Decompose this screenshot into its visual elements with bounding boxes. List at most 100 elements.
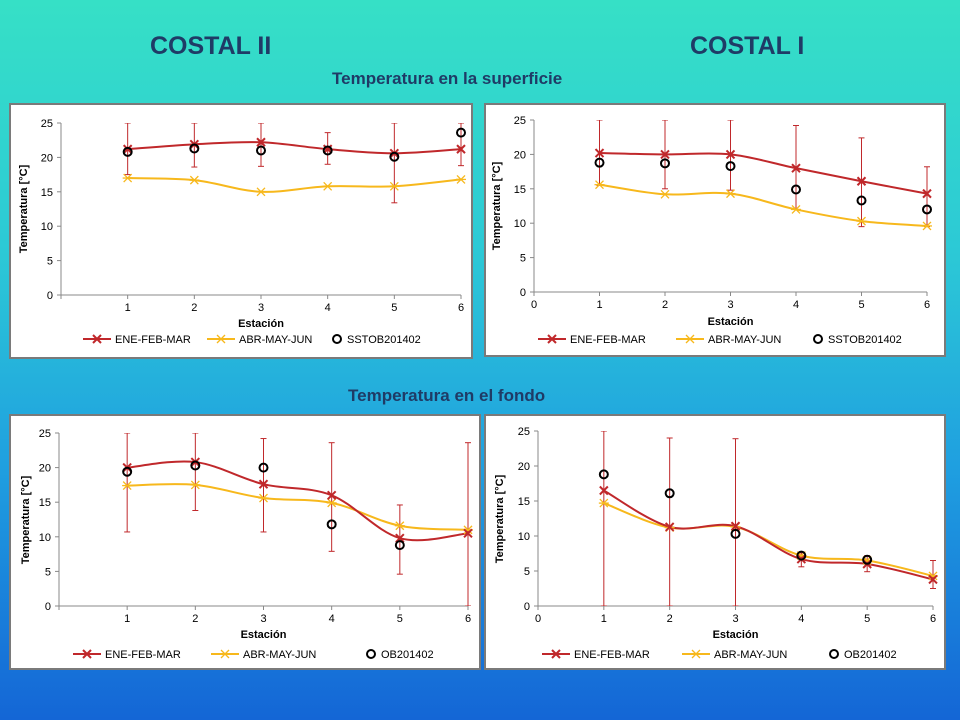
x-tick-label: 2 xyxy=(667,613,673,625)
data-point-observation xyxy=(922,204,932,215)
data-point-ene-feb-mar xyxy=(730,521,741,531)
data-point-abr-may-jun xyxy=(660,189,670,199)
x-tick-label: 4 xyxy=(798,613,804,625)
data-point-abr-may-jun xyxy=(856,216,867,226)
legend-label: ABR-MAY-JUN xyxy=(714,649,787,661)
series-line-ene-feb-mar xyxy=(603,489,934,581)
legend-item-ene-feb-mar: ENE-FEB-MAR xyxy=(538,334,646,346)
error-bar xyxy=(600,431,607,606)
data-point-ene-feb-mar xyxy=(928,574,938,585)
y-tick-label: 15 xyxy=(514,184,526,196)
data-point-observation xyxy=(258,462,269,473)
legend-marker-abr-may-jun xyxy=(220,649,230,659)
x-tick-label: 5 xyxy=(858,299,864,311)
y-tick-label: 25 xyxy=(39,428,51,440)
data-point-ene-feb-mar xyxy=(664,522,675,532)
x-tick-label: 2 xyxy=(192,613,198,625)
legend-label: SSTOB201402 xyxy=(347,334,421,346)
data-point-observation xyxy=(598,469,609,480)
data-point-ene-feb-mar xyxy=(456,144,466,154)
error-bar xyxy=(192,433,199,512)
data-point-observation xyxy=(664,488,675,499)
legend-item-observation: SSTOB201402 xyxy=(813,334,902,346)
series-line-ene-feb-mar xyxy=(599,152,928,195)
x-tick-label: 1 xyxy=(601,613,607,625)
series-line-ene-feb-mar xyxy=(127,141,462,155)
y-axis-label: Temperatura [°C] xyxy=(494,474,506,563)
x-axis-label: Estación xyxy=(238,318,284,330)
legend-marker-observation xyxy=(366,649,376,659)
legend-item-abr-may-jun: ABR-MAY-JUN xyxy=(682,649,787,661)
bottom-section-title: Temperatura en el fondo xyxy=(348,386,546,405)
y-tick-label: 15 xyxy=(41,187,53,199)
error-bar xyxy=(465,442,471,606)
series-line-abr-may-jun xyxy=(599,183,928,227)
data-point-ene-feb-mar xyxy=(258,479,269,489)
data-point-ene-feb-mar xyxy=(395,533,405,543)
chart-panel-surface-costal-ii: 0 5 10 15 20 25 1 2 3 4 5 6 Temperatura [°C] Estación… xyxy=(9,103,473,359)
series-line-ene-feb-mar xyxy=(127,460,469,542)
y-tick-label: 10 xyxy=(41,221,53,233)
x-tick-label: 6 xyxy=(465,613,471,625)
data-point-observation xyxy=(730,528,741,539)
data-point-observation xyxy=(122,146,133,157)
data-point-ene-feb-mar xyxy=(463,528,473,539)
series-line-abr-may-jun xyxy=(603,502,934,577)
y-tick-label: 5 xyxy=(520,253,526,265)
data-point-abr-may-jun xyxy=(594,180,605,190)
data-point-abr-may-jun xyxy=(326,498,337,508)
data-point-ene-feb-mar xyxy=(922,188,932,199)
data-point-ene-feb-mar xyxy=(256,137,266,147)
error-bar xyxy=(732,438,739,606)
x-axis-label: Estación xyxy=(713,629,759,641)
data-point-abr-may-jun xyxy=(389,181,400,191)
data-point-abr-may-jun xyxy=(256,187,266,197)
data-point-abr-may-jun xyxy=(791,204,801,214)
data-point-observation xyxy=(256,145,266,156)
data-point-abr-may-jun xyxy=(322,181,333,191)
x-tick-label: 3 xyxy=(258,302,264,314)
chart-surface-costal-ii: 0 5 10 15 20 25 1 2 3 4 5 6 Temperatura [°C] Estación… xyxy=(18,118,466,346)
data-point-abr-may-jun xyxy=(190,480,201,490)
x-tick-label: 4 xyxy=(325,302,331,314)
y-tick-label: 10 xyxy=(514,218,526,230)
legend-marker-abr-may-jun xyxy=(685,334,695,344)
legend-item-abr-may-jun: ABR-MAY-JUN xyxy=(676,334,781,346)
data-point-ene-feb-mar xyxy=(594,148,605,158)
x-tick-label: 6 xyxy=(458,302,464,314)
x-tick-label: 6 xyxy=(924,299,930,311)
legend-marker-ene-feb-mar xyxy=(547,334,557,344)
y-tick-label: 0 xyxy=(47,290,53,302)
data-point-observation xyxy=(389,151,400,162)
y-tick-label: 20 xyxy=(518,461,530,473)
data-point-observation xyxy=(862,554,873,565)
x-axis-label: Estación xyxy=(708,316,754,328)
data-point-observation xyxy=(791,184,801,195)
x-tick-label: 2 xyxy=(662,299,668,311)
data-point-abr-may-jun xyxy=(456,174,466,184)
y-axis-label: Temperatura [°C] xyxy=(20,475,32,564)
error-bar xyxy=(930,560,936,589)
data-point-observation xyxy=(456,127,466,138)
legend-item-observation: SSTOB201402 xyxy=(332,334,421,346)
chart-panel-bottom-costal-ii: 0 5 10 15 20 25 1 2 3 4 5 6 Temperatura [°C] Estación… xyxy=(9,414,481,670)
series-line-abr-may-jun xyxy=(127,483,469,531)
y-tick-label: 20 xyxy=(514,149,526,161)
data-point-ene-feb-mar xyxy=(725,149,736,160)
x-tick-label: 4 xyxy=(793,299,799,311)
y-tick-label: 25 xyxy=(514,115,526,127)
y-tick-label: 20 xyxy=(39,463,51,475)
legend-item-ene-feb-mar: ENE-FEB-MAR xyxy=(83,334,191,346)
y-tick-label: 5 xyxy=(45,566,51,578)
error-bar xyxy=(391,123,398,204)
x-tick-label: 1 xyxy=(124,613,130,625)
legend-label: OB201402 xyxy=(381,649,434,661)
legend-marker-ene-feb-mar xyxy=(551,649,561,659)
y-tick-label: 25 xyxy=(41,118,53,130)
data-point-abr-may-jun xyxy=(122,481,133,491)
legend-marker-observation xyxy=(829,649,839,659)
error-bar xyxy=(124,433,131,533)
data-point-abr-may-jun xyxy=(258,493,269,503)
error-bar xyxy=(328,442,335,552)
legend-item-ene-feb-mar: ENE-FEB-MAR xyxy=(542,649,650,661)
